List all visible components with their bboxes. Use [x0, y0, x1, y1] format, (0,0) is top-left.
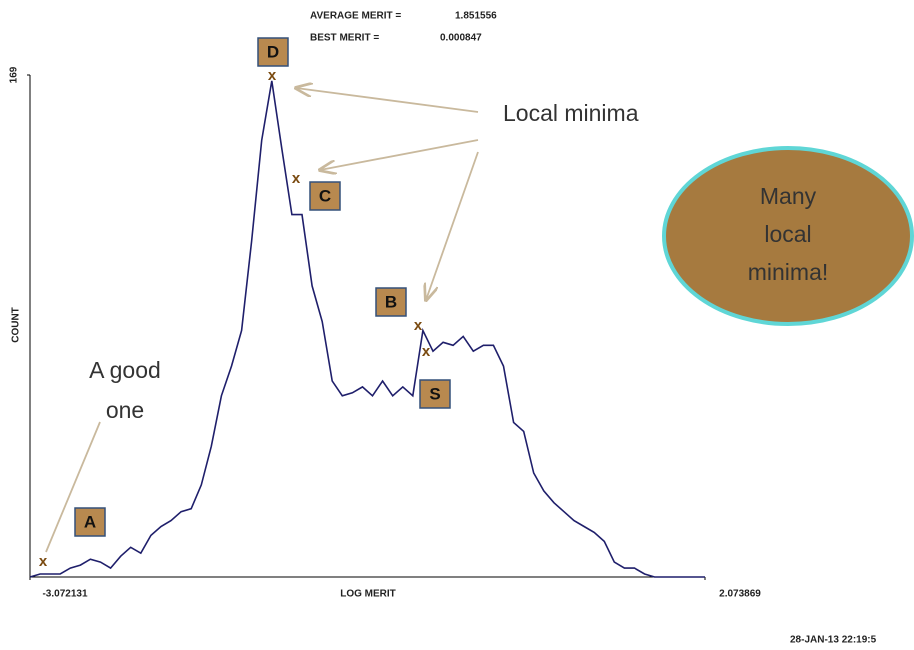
arrow — [426, 151, 479, 300]
annotation: A good — [89, 357, 161, 383]
box-label: D — [267, 42, 279, 61]
x-axis-label: LOG MERIT — [340, 589, 396, 600]
stat-label: BEST MERIT = — [310, 33, 379, 44]
bubble-text: local — [764, 221, 811, 247]
label-box — [375, 287, 407, 317]
marker: x — [414, 317, 423, 334]
label-box — [74, 507, 106, 537]
arrow — [296, 88, 479, 113]
y-axis-label: COUNT — [11, 307, 22, 343]
label-box — [419, 379, 451, 409]
y-tick-label: 169 — [9, 66, 20, 83]
box-label: S — [429, 384, 440, 403]
timestamp: 28-JAN-13 22:19:5 — [790, 635, 877, 645]
x-tick-label: -3.072131 — [42, 589, 87, 600]
bubble-text: Many — [760, 183, 817, 209]
marker: x — [292, 170, 301, 187]
box-label: C — [319, 186, 331, 205]
x-tick-label: 2.073869 — [719, 589, 761, 600]
marker: x — [422, 343, 431, 360]
arrow — [320, 139, 479, 170]
box-label: A — [84, 512, 96, 531]
label-box — [257, 37, 289, 67]
stat-label: AVERAGE MERIT = — [310, 11, 401, 22]
annotation: one — [106, 397, 144, 423]
bubble-text: minima! — [748, 259, 829, 285]
data-line — [29, 80, 705, 578]
arrow — [45, 421, 101, 553]
marker: x — [268, 67, 277, 84]
label-box — [309, 181, 341, 211]
stat-value: 0.000847 — [440, 33, 482, 44]
box-label: B — [385, 292, 397, 311]
stat-value: 1.851556 — [455, 11, 497, 22]
bubble — [662, 146, 914, 326]
marker: x — [39, 553, 48, 570]
annotation: Local minima — [503, 100, 639, 126]
